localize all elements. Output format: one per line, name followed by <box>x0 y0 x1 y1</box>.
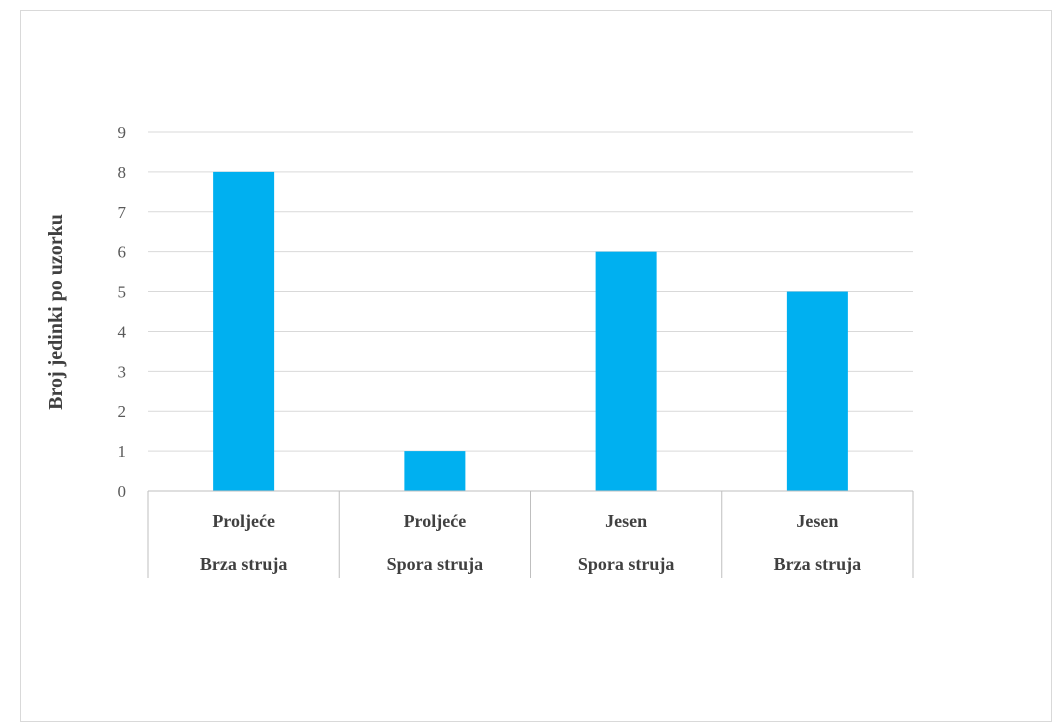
y-tick-label: 2 <box>118 402 127 421</box>
category-current-label: Brza struja <box>200 554 287 574</box>
bar <box>404 451 466 491</box>
bar <box>786 291 848 491</box>
x-axis <box>147 490 914 578</box>
y-tick-label: 8 <box>118 163 127 182</box>
y-tick-label: 4 <box>118 322 127 341</box>
x-axis-categories: Proljeće Brza struja Proljeće Spora struja J… <box>200 511 861 574</box>
y-tick-label: 7 <box>118 203 127 222</box>
gridlines <box>148 131 913 452</box>
bars <box>213 171 848 491</box>
bar <box>595 251 657 491</box>
y-axis-ticks: 0 1 2 3 4 5 6 7 8 9 <box>118 123 127 501</box>
y-tick-label: 5 <box>118 283 127 302</box>
y-tick-label: 6 <box>118 243 127 262</box>
category-current-label: Brza struja <box>774 554 861 574</box>
chart-frame <box>20 10 1052 722</box>
category-season-label: Proljeće <box>404 511 467 531</box>
category-season-label: Jesen <box>605 511 647 531</box>
y-tick-label: 1 <box>118 442 127 461</box>
y-axis-title: Broj jedinki po uzorku <box>45 214 67 410</box>
y-tick-label: 3 <box>118 362 127 381</box>
category-current-label: Spora struja <box>578 554 675 574</box>
y-tick-label: 0 <box>118 482 127 501</box>
category-season-label: Jesen <box>796 511 838 531</box>
category-season-label: Proljeće <box>212 511 275 531</box>
bar <box>213 171 275 491</box>
category-current-label: Spora struja <box>387 554 484 574</box>
y-tick-label: 9 <box>118 123 127 142</box>
